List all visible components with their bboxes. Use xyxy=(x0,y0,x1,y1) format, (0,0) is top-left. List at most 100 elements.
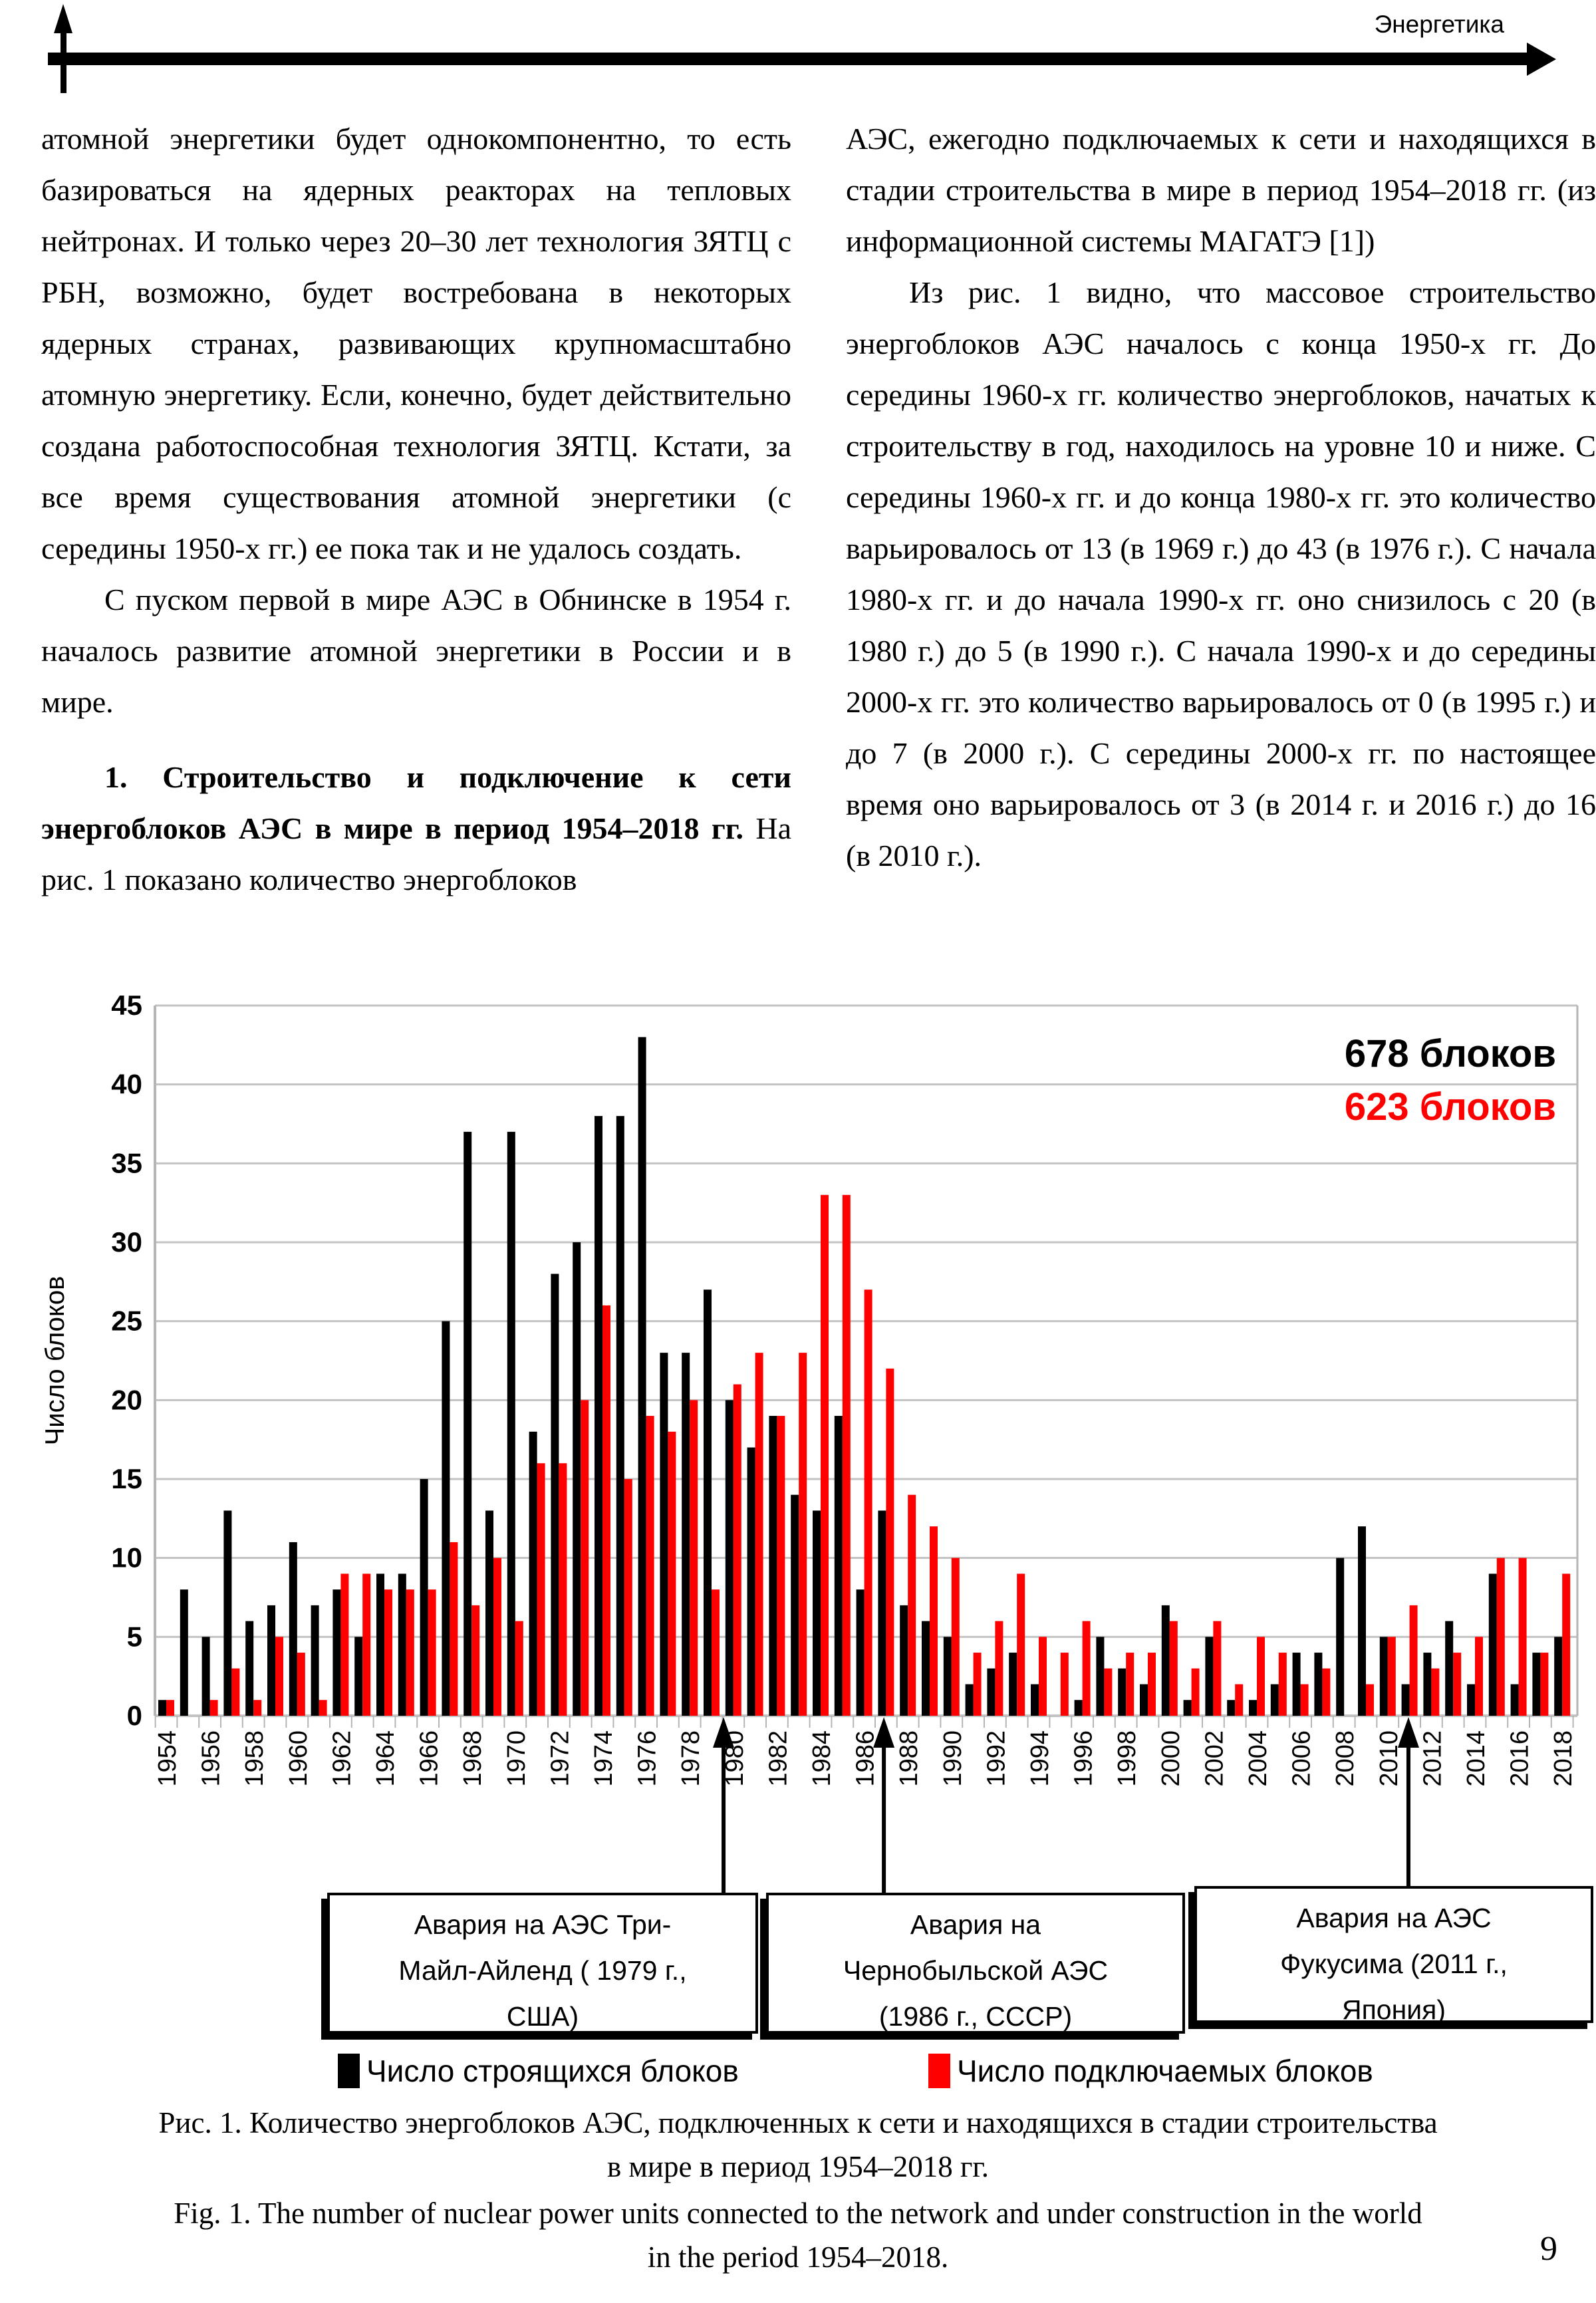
bar-connected xyxy=(712,1589,720,1716)
x-tick-label: 1998 xyxy=(1113,1730,1141,1787)
x-tick-label: 1984 xyxy=(808,1730,836,1787)
bar-under-construction xyxy=(1488,1573,1497,1716)
annotation-line: Фукусима (2011 г., xyxy=(1280,1949,1508,1979)
bar-under-construction xyxy=(1292,1653,1301,1716)
bar-connected xyxy=(384,1589,392,1716)
bar-under-construction xyxy=(1510,1684,1519,1716)
bar-connected xyxy=(209,1700,218,1716)
x-tick-label: 1960 xyxy=(285,1730,313,1787)
bar-under-construction xyxy=(856,1589,864,1716)
bar-under-construction xyxy=(1096,1637,1105,1716)
figure-1-bar-chart: 0 5 10 15 20 25 30 35 40 45 Число блоков 1954 1956 19… xyxy=(0,990,1596,1902)
bar-under-construction xyxy=(813,1510,821,1716)
bar-connected xyxy=(690,1400,698,1716)
bar-connected xyxy=(777,1416,785,1716)
bar-under-construction xyxy=(1270,1684,1279,1716)
bar-connected xyxy=(624,1479,632,1716)
x-tick-label: 2002 xyxy=(1200,1730,1228,1787)
bar-under-construction xyxy=(573,1242,581,1716)
legend-item-connected: Число подключаемых блоков xyxy=(928,2051,1373,2091)
bar-under-construction xyxy=(245,1621,254,1716)
bar-connected xyxy=(1431,1668,1440,1716)
bar-connected xyxy=(1496,1558,1505,1716)
bar-under-construction xyxy=(464,1131,472,1716)
paragraph: АЭС, ежегодно подключаемых к сети и нахо… xyxy=(846,122,1596,258)
y-tick-label: 30 xyxy=(111,1226,142,1258)
bar-connected xyxy=(799,1353,807,1716)
bar-under-construction xyxy=(267,1605,275,1716)
y-tick-label: 25 xyxy=(111,1305,142,1337)
bar-connected xyxy=(231,1668,240,1716)
annotation-fukushima: Авария на АЭС Фукусима (2011 г., Япония) xyxy=(1194,1886,1593,2025)
bar-connected xyxy=(951,1558,960,1716)
bar-connected xyxy=(1104,1668,1113,1716)
black-swatch-icon xyxy=(338,2054,360,2088)
bar-connected xyxy=(581,1400,589,1716)
bar-connected xyxy=(602,1305,610,1716)
bar-under-construction xyxy=(1249,1700,1257,1716)
bar-under-construction xyxy=(1445,1621,1454,1716)
bar-connected xyxy=(1169,1621,1178,1716)
bar-under-construction xyxy=(223,1510,232,1716)
bar-under-construction xyxy=(485,1510,493,1716)
bar-under-construction xyxy=(987,1668,996,1716)
paragraph: Из рис. 1 видно, что массовое строительс… xyxy=(846,275,1596,873)
x-tick-label: 1972 xyxy=(546,1730,574,1787)
paragraph-tail: На рис. 1 показано количество энергоблок… xyxy=(41,811,792,896)
bar-connected xyxy=(755,1353,763,1716)
x-tick-label: 1976 xyxy=(634,1730,662,1787)
bar-connected xyxy=(1300,1684,1309,1716)
red-swatch-icon xyxy=(928,2054,950,2088)
bar-connected xyxy=(646,1416,654,1716)
x-tick-label: 2000 xyxy=(1157,1730,1185,1787)
bar-under-construction xyxy=(1358,1526,1366,1716)
y-tick-label: 20 xyxy=(111,1384,142,1415)
bar-connected xyxy=(1518,1558,1527,1716)
total-connected: 623 блоков xyxy=(1345,1085,1556,1129)
bar-connected xyxy=(428,1589,436,1716)
y-tick-label: 15 xyxy=(111,1463,142,1494)
bar-connected xyxy=(864,1289,872,1716)
bar-connected xyxy=(1235,1684,1244,1716)
section-label: Энергетика xyxy=(1374,11,1504,38)
legend-label: Число подключаемых блоков xyxy=(957,2054,1373,2088)
x-tick-label: 1992 xyxy=(982,1730,1010,1787)
caption-en-line1: Fig. 1. The number of nuclear power unit… xyxy=(174,2197,1422,2230)
bar-connected xyxy=(166,1700,174,1716)
bar-connected xyxy=(668,1431,676,1716)
bar-connected xyxy=(1148,1653,1156,1716)
right-column: АЭС, ежегодно подключаемых к сети и нахо… xyxy=(846,113,1596,881)
bar-connected xyxy=(493,1558,501,1716)
bar-connected xyxy=(406,1589,414,1716)
x-tick-label: 2018 xyxy=(1549,1730,1577,1787)
bar-connected xyxy=(1409,1605,1418,1716)
y-tick-label: 35 xyxy=(111,1147,142,1178)
bar-under-construction xyxy=(442,1321,450,1716)
up-arrow-icon xyxy=(54,4,72,33)
bar-connected xyxy=(1082,1621,1091,1716)
bar-under-construction xyxy=(201,1637,210,1716)
annotation-line: Майл-Айленд ( 1979 г., xyxy=(398,1955,687,1986)
x-tick-label: 1982 xyxy=(764,1730,792,1787)
bar-under-construction xyxy=(660,1353,668,1716)
bar-under-construction xyxy=(965,1684,974,1716)
bar-connected xyxy=(471,1605,480,1716)
x-tick-label: 2008 xyxy=(1331,1730,1359,1787)
bar-connected xyxy=(450,1542,458,1716)
annotation-line: Авария на АЭС Три- xyxy=(414,1909,672,1940)
bar-under-construction xyxy=(595,1116,602,1716)
y-tick-label: 40 xyxy=(111,1069,142,1100)
legend-item-under-construction: Число строящихся блоков xyxy=(338,2051,739,2091)
y-tick-label: 10 xyxy=(111,1542,142,1573)
x-tick-label: 1964 xyxy=(372,1730,400,1787)
annotation-arrow-head-icon xyxy=(1397,1717,1419,1748)
bar-connected xyxy=(886,1368,894,1716)
bar-under-construction xyxy=(682,1353,690,1716)
bar-under-construction xyxy=(791,1494,799,1716)
bar-under-construction xyxy=(922,1621,930,1716)
x-tick-label: 1968 xyxy=(459,1730,487,1787)
annotation-line: Япония) xyxy=(1341,1994,1446,2025)
bar-under-construction xyxy=(1336,1558,1345,1716)
bar-connected xyxy=(1017,1573,1025,1716)
